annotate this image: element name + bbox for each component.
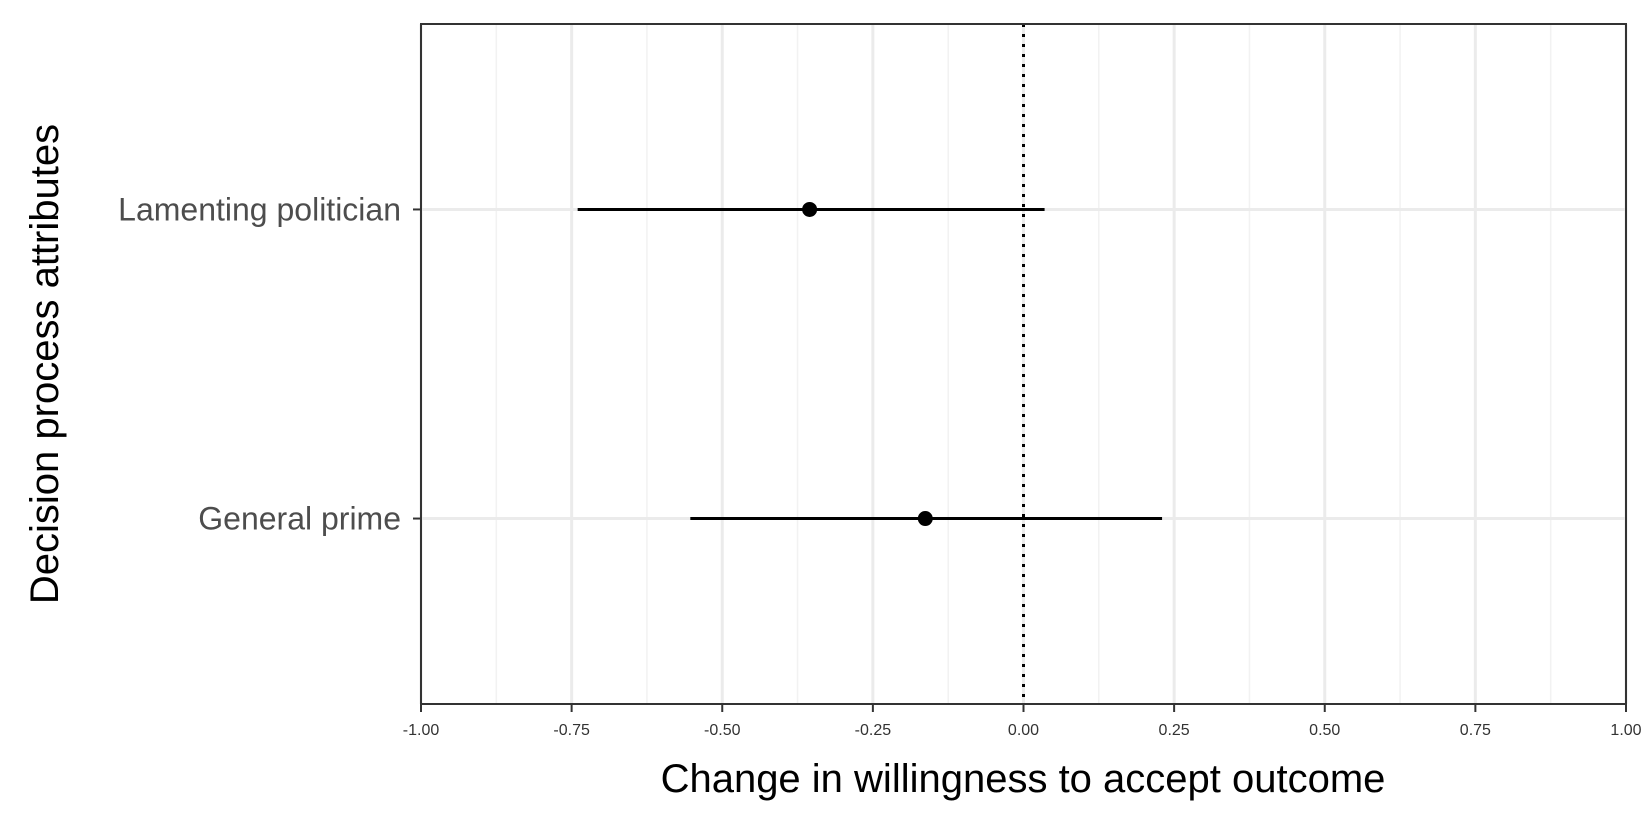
x-tick-label: -0.25 xyxy=(855,722,892,739)
x-tick-label: -0.50 xyxy=(704,722,741,739)
x-axis-ticks: -1.00 -0.75 -0.50 -0.25 0.00 0.25 0.50 0.75 1.00 xyxy=(403,704,1642,739)
y-tick-label: General prime xyxy=(198,501,401,537)
x-axis-title: Change in willingness to accept outcome xyxy=(661,757,1386,801)
point-estimate xyxy=(802,201,818,217)
x-tick-label: 0.75 xyxy=(1460,722,1491,739)
x-tick-label: -0.75 xyxy=(553,722,590,739)
x-tick-label: 0.25 xyxy=(1159,722,1190,739)
data-marks xyxy=(577,201,1163,527)
y-axis-title: Decision process attributes xyxy=(23,124,67,604)
y-axis-ticks: Lamenting politician General prime xyxy=(118,191,421,537)
x-tick-label: -1.00 xyxy=(403,722,440,739)
x-tick-label: 1.00 xyxy=(1610,722,1641,739)
x-tick-label: 0.00 xyxy=(1008,722,1039,739)
point-estimate xyxy=(917,511,933,527)
x-tick-label: 0.50 xyxy=(1309,722,1340,739)
y-tick-label: Lamenting politician xyxy=(118,191,401,227)
